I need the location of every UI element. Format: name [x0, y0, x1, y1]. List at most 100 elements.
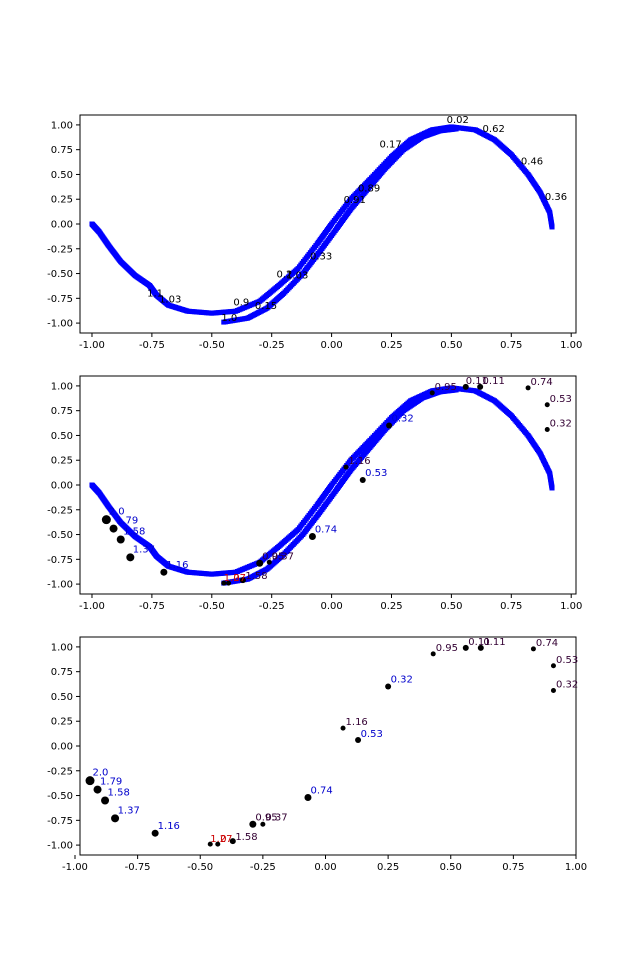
y-tick-label: -0.75: [47, 555, 73, 566]
x-tick-label: 0.00: [320, 601, 342, 612]
point-label: 0.62: [483, 124, 505, 135]
data-point: [544, 402, 550, 408]
y-tick-label: 1.00: [51, 642, 73, 653]
point-label: 0.74: [530, 377, 552, 388]
data-point: [229, 838, 236, 845]
x-tick-label: -1.00: [79, 340, 105, 351]
y-tick-label: 0.75: [51, 667, 73, 678]
point-label: 0.46: [521, 157, 543, 168]
x-tick-label: 0.00: [314, 862, 336, 873]
y-tick-label: -0.75: [47, 816, 73, 827]
y-tick-label: 0.00: [51, 742, 73, 753]
data-point: [304, 794, 312, 802]
point-label: 1.58: [123, 527, 145, 538]
point-label: 0.91: [344, 195, 366, 206]
point-label: 0: [220, 834, 226, 845]
data-point: [355, 737, 362, 744]
data-point: [550, 688, 556, 694]
point-label: 1.1: [147, 288, 163, 299]
y-tick-label: -0.25: [47, 244, 73, 255]
point-label: 0.11: [468, 637, 490, 648]
point-label: 0.74: [315, 525, 337, 536]
y-tick-label: 1.00: [51, 120, 73, 131]
data-point: [116, 535, 125, 544]
y-tick-label: 0.75: [51, 406, 73, 417]
x-tick-label: -0.50: [199, 601, 225, 612]
y-tick-label: 1.00: [51, 381, 73, 392]
data-point: [308, 533, 316, 541]
data-point: [340, 725, 346, 731]
data-point: [544, 427, 550, 433]
point-label: 0.53: [556, 655, 578, 666]
curve-marker: [549, 224, 555, 230]
data-point: [385, 683, 392, 690]
data-point: [477, 644, 484, 651]
curve-marker: [453, 387, 459, 393]
point-label: 0.11: [483, 376, 505, 387]
point-label: 0.95: [262, 551, 284, 562]
x-tick-label: 0.75: [502, 862, 524, 873]
data-point: [101, 515, 111, 525]
point-label: 0.33: [310, 252, 332, 263]
curve-marker: [453, 126, 459, 132]
point-label: 0.17: [380, 140, 402, 151]
y-tick-label: 0.00: [51, 481, 73, 492]
point-label: 0.95: [436, 643, 458, 654]
y-tick-label: 0.50: [51, 170, 73, 181]
point-label: 0: [233, 573, 239, 584]
point-label: 1.58: [245, 571, 267, 582]
y-tick-label: 0.75: [51, 145, 73, 156]
x-tick-label: 1.00: [560, 601, 582, 612]
point-label: 1.79: [116, 516, 138, 527]
data-point: [221, 580, 227, 586]
data-point: [266, 559, 272, 565]
y-tick-label: -0.50: [47, 530, 73, 541]
point-label: 0.36: [545, 192, 567, 203]
chart-panel-1: -1.00 -0.75 -0.50 -0.25 0.00 0.25 0.50 0.75 1.00…: [47, 114, 582, 351]
point-label: 0.53: [365, 468, 387, 479]
point-label: 0.32: [556, 680, 578, 691]
data-point: [239, 577, 246, 584]
point-label: 0.74: [536, 638, 558, 649]
point-label: 0.32: [550, 419, 572, 430]
data-point: [343, 464, 349, 470]
x-tick-label: 0.75: [500, 340, 522, 351]
point-label: 1.16: [166, 560, 188, 571]
curve-marker: [549, 485, 555, 491]
point-label: 0.89: [358, 183, 380, 194]
data-point: [249, 820, 257, 828]
data-point: [85, 776, 95, 786]
x-tick-label: 0.75: [500, 601, 522, 612]
data-point: [151, 829, 159, 837]
data-point: [462, 644, 469, 651]
y-tick-label: 0.00: [51, 220, 73, 231]
point-label: 1.03: [286, 271, 308, 282]
point-label: 1.37: [118, 805, 140, 816]
point-label: 1.79: [100, 777, 122, 788]
point-label: 0.02: [447, 115, 469, 126]
data-point: [101, 796, 110, 805]
point-label: 0.11: [483, 637, 505, 648]
x-tick-label: -0.25: [259, 601, 285, 612]
data-point: [109, 524, 118, 533]
y-tick-label: 0.50: [51, 431, 73, 442]
y-tick-label: -1.00: [47, 319, 73, 330]
data-point: [215, 841, 221, 847]
y-tick-label: -0.25: [47, 505, 73, 516]
data-point: [160, 568, 168, 576]
point-label: 1.0: [221, 313, 237, 324]
x-tick-label: 0.00: [320, 340, 342, 351]
point-label: 1.37: [133, 544, 155, 555]
point-label: 2.0: [109, 507, 125, 518]
x-tick-label: 1.00: [560, 340, 582, 351]
x-tick-label: -1.00: [79, 601, 105, 612]
point-label: 0.95: [435, 382, 457, 393]
point-label: 0.15: [255, 301, 277, 312]
y-tick-label: 0.25: [51, 195, 73, 206]
point-label: 0.53: [550, 394, 572, 405]
x-tick-label: -0.25: [259, 340, 285, 351]
data-point: [256, 559, 264, 567]
point-label: 0.95: [255, 812, 277, 823]
x-tick-label: 0.25: [380, 340, 402, 351]
